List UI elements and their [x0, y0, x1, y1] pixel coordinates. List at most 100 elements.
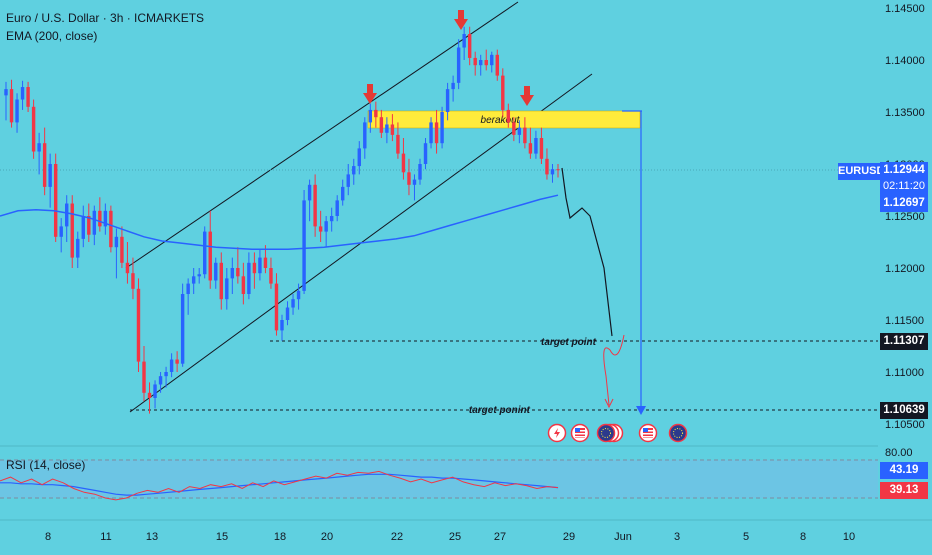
- candle-body: [175, 359, 179, 364]
- symbol-tag: EURUSD: [838, 163, 884, 180]
- candle-body: [20, 87, 25, 100]
- eu-flag-event-icon-group[interactable]: [596, 423, 624, 443]
- candle-body: [285, 307, 290, 320]
- candle-body: [15, 99, 19, 123]
- time-tick-label: 18: [274, 531, 286, 543]
- candle-body: [517, 127, 522, 135]
- projection-path: [561, 167, 613, 337]
- eu-flag-event-icon[interactable]: [668, 423, 688, 443]
- time-tick-label: 29: [563, 531, 575, 543]
- ema-line: [0, 194, 559, 251]
- breakout-zone-label: berakout: [481, 115, 521, 126]
- candle-body: [512, 122, 516, 135]
- candle-body: [545, 158, 549, 175]
- chart-title[interactable]: Euro / U.S. Dollar · 3h · ICMARKETS: [6, 11, 205, 25]
- candle-body: [528, 143, 533, 154]
- red-arrow-1: [363, 84, 377, 104]
- candle-body: [164, 372, 168, 377]
- time-tick-label: 8: [800, 531, 806, 543]
- price-tick-label: 1.12000: [885, 263, 925, 275]
- candle-body: [523, 127, 527, 144]
- candle-body: [98, 210, 102, 227]
- channel-upper-line: [125, 1, 519, 269]
- candle-body: [197, 274, 201, 277]
- blue-arrowhead: [636, 406, 646, 415]
- price-tick-label: 1.14000: [885, 55, 925, 67]
- candle-body: [329, 216, 334, 222]
- rsi-value-tag: 43.19: [880, 462, 928, 479]
- candle-body: [390, 124, 395, 135]
- candle-body: [423, 143, 428, 164]
- projection-red-curve: [603, 334, 625, 406]
- lightning-event-icon[interactable]: [547, 423, 567, 443]
- candle-body: [346, 174, 350, 187]
- time-tick-label: 15: [216, 531, 228, 543]
- candle-body: [506, 109, 511, 123]
- us-flag-event-icon-2[interactable]: [638, 423, 658, 443]
- countdown-tag: 02:11:20: [880, 178, 928, 195]
- candle-body: [31, 106, 36, 152]
- time-tick-label: 22: [391, 531, 403, 543]
- candle-body: [412, 179, 417, 185]
- candle-body: [26, 87, 30, 107]
- candle-body: [81, 216, 85, 239]
- candle-body: [539, 138, 544, 159]
- candle-body: [363, 122, 367, 149]
- candle-body: [120, 236, 124, 263]
- candle-body: [269, 268, 273, 284]
- candle-body: [374, 109, 378, 118]
- candle-body: [490, 54, 494, 66]
- candle-body: [186, 283, 190, 294]
- candle-body: [556, 169, 560, 171]
- candle-body: [9, 89, 14, 123]
- candle-body: [385, 124, 389, 133]
- candle-body: [495, 54, 499, 76]
- candle-body: [296, 290, 301, 300]
- candle-body: [550, 169, 555, 175]
- candle-body: [534, 138, 538, 154]
- candle-body: [208, 231, 212, 281]
- candle-body: [169, 359, 174, 372]
- price-tick-label: 1.14500: [885, 3, 925, 15]
- candle-body: [241, 276, 246, 294]
- projection-red-arrowhead: [604, 398, 614, 409]
- time-axis[interactable]: 8 11 13 15 18 20 22 25 27 29 Jun 3 5 8 10: [45, 531, 855, 543]
- time-tick-label: 5: [743, 531, 749, 543]
- candle-body: [158, 376, 163, 385]
- candle-body: [462, 34, 466, 48]
- candle-body: [203, 231, 207, 275]
- candle-body: [109, 210, 113, 248]
- us-flag-event-icon-1[interactable]: [570, 423, 590, 443]
- candle-body: [335, 200, 339, 216]
- rsi-legend[interactable]: RSI (14, close): [6, 458, 86, 472]
- candle-body: [263, 257, 268, 268]
- candle-body: [418, 164, 422, 180]
- price-tick-label: 1.10500: [885, 419, 925, 431]
- candle-body: [225, 278, 229, 300]
- candle-body: [37, 143, 41, 152]
- rsi-scale-label: 80.00: [885, 447, 913, 459]
- level-tag-2: 1.10639: [880, 402, 928, 419]
- candle-body: [92, 210, 97, 235]
- candle-body: [434, 122, 439, 144]
- candle-body: [324, 221, 328, 232]
- ema-value-tag: 1.12697: [880, 195, 928, 212]
- candle-body: [484, 60, 488, 66]
- candle-body: [307, 184, 312, 201]
- candle-body: [147, 392, 152, 398]
- candle-body: [103, 210, 108, 227]
- candle-body: [219, 262, 223, 300]
- price-axis[interactable]: 1.145001.140001.135001.130001.125001.120…: [885, 3, 925, 431]
- candle-body: [396, 134, 400, 154]
- candle-body: [407, 172, 411, 185]
- candle-body: [352, 166, 356, 175]
- candle-body: [4, 89, 8, 96]
- ema-legend[interactable]: EMA (200, close): [6, 29, 98, 43]
- rsi-line: [0, 470, 559, 501]
- candle-body: [467, 34, 472, 58]
- candle-body: [76, 238, 80, 258]
- level-tag-1: 1.11307: [880, 333, 928, 350]
- target-label-2: target ponint: [469, 405, 531, 416]
- candle-body: [274, 283, 279, 331]
